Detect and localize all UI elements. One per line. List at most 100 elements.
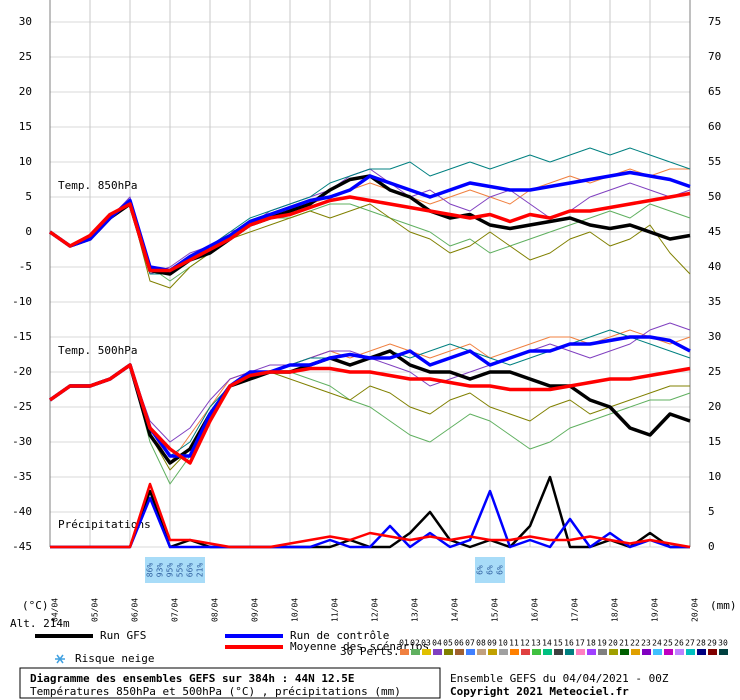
- perturbation-swatch: [686, 649, 695, 655]
- footer-title: Diagramme des ensembles GEFS sur 384h : …: [30, 672, 355, 685]
- perturbation-number: 26: [674, 639, 684, 648]
- x-tick-label: 10/04: [291, 598, 300, 622]
- y2-tick-label: 70: [708, 50, 721, 63]
- y2-axis-label: (mm): [710, 599, 737, 612]
- perturbation-number: 08: [476, 639, 486, 648]
- snow-risk-label: 6%: [496, 565, 505, 575]
- perturbation-swatch: [554, 649, 563, 655]
- snow-risk-box: [485, 557, 495, 583]
- perturbation-swatch: [532, 649, 541, 655]
- y-tick-label: -45: [12, 540, 32, 553]
- y-tick-label: -15: [12, 330, 32, 343]
- series-line: [48, 170, 691, 273]
- x-tick-label: 16/04: [531, 598, 540, 622]
- perturbation-number: 18: [586, 639, 596, 648]
- x-tick-label: 08/04: [211, 598, 220, 622]
- perturbation-number: 03: [421, 639, 431, 648]
- snow-risk-label: 66%: [186, 563, 195, 578]
- perturbation-swatch: [587, 649, 596, 655]
- perturbation-number: 19: [597, 639, 607, 648]
- perturbation-swatch: [543, 649, 552, 655]
- footer-run: Ensemble GEFS du 04/04/2021 - 00Z: [450, 672, 669, 685]
- perturbation-number: 23: [641, 639, 651, 648]
- perturbation-swatch: [719, 649, 728, 655]
- x-tick-label: 15/04: [491, 598, 500, 622]
- snow-legend-label: Risque neige: [75, 652, 154, 665]
- perturbation-number: 22: [630, 639, 640, 648]
- perturbation-number: 21: [619, 639, 629, 648]
- annotation: Temp. 500hPa: [58, 344, 137, 357]
- y2-tick-label: 15: [708, 435, 721, 448]
- perturbation-number: 06: [454, 639, 464, 648]
- y-tick-label: 10: [19, 155, 32, 168]
- perturbation-number: 02: [410, 639, 420, 648]
- series-line: [48, 363, 691, 465]
- x-tick-label: 17/04: [571, 598, 580, 622]
- perturbation-number: 17: [575, 639, 585, 648]
- y2-tick-label: 25: [708, 365, 721, 378]
- y2-tick-label: 60: [708, 120, 721, 133]
- series-line: [49, 203, 691, 289]
- perturbation-swatch: [565, 649, 574, 655]
- legend-label: Moyenne des scénarios: [290, 640, 429, 653]
- y2-tick-label: 40: [708, 260, 721, 273]
- perturbation-swatch: [609, 649, 618, 655]
- legend-label: Run GFS: [100, 629, 146, 642]
- y-tick-label: -30: [12, 435, 32, 448]
- y2-tick-label: 35: [708, 295, 721, 308]
- y-tick-label: 15: [19, 120, 32, 133]
- y2-tick-label: 65: [708, 85, 721, 98]
- y-tick-label: -25: [12, 400, 32, 413]
- y2-tick-label: 0: [708, 540, 715, 553]
- y2-tick-label: 55: [708, 155, 721, 168]
- snow-risk-box: [175, 557, 185, 583]
- perturbation-number: 24: [652, 639, 662, 648]
- perturbation-number: 04: [432, 639, 442, 648]
- y2-tick-label: 5: [708, 505, 715, 518]
- snow-risk-label: 21%: [196, 563, 205, 578]
- snow-risk-label: 86%: [146, 563, 155, 578]
- y-tick-label: -5: [19, 260, 32, 273]
- perturbation-swatch: [642, 649, 651, 655]
- perturbation-swatch: [675, 649, 684, 655]
- perturbation-swatch: [708, 649, 717, 655]
- snow-risk-label: 55%: [176, 563, 185, 578]
- perturbation-swatch: [444, 649, 453, 655]
- snow-risk-box: [475, 557, 485, 583]
- snow-icon: [55, 654, 65, 664]
- snow-risk-box: [165, 557, 175, 583]
- perturbation-number: 07: [465, 639, 475, 648]
- perturbation-number: 27: [685, 639, 695, 648]
- perturbation-number: 16: [564, 639, 574, 648]
- perturbation-swatch: [631, 649, 640, 655]
- snow-risk-box: [195, 557, 205, 583]
- perturbation-number: 15: [553, 639, 563, 648]
- x-tick-label: 12/04: [371, 598, 380, 622]
- y2-tick-label: 10: [708, 470, 721, 483]
- perturbation-number: 25: [663, 639, 673, 648]
- perturbation-number: 30: [718, 639, 728, 648]
- perturbation-number: 10: [498, 639, 508, 648]
- y-tick-label: 25: [19, 50, 32, 63]
- footer-box: [19, 667, 441, 699]
- x-tick-label: 13/04: [411, 598, 420, 622]
- x-tick-label: 11/04: [331, 598, 340, 622]
- series-line: [50, 482, 691, 549]
- y-axis-label: (°C): [22, 599, 49, 612]
- perturbation-number: 20: [608, 639, 618, 648]
- perturbation-number: 09: [487, 639, 497, 648]
- perturbation-swatch: [664, 649, 673, 655]
- y-tick-label: 5: [25, 190, 32, 203]
- perturbation-swatch: [576, 649, 585, 655]
- perturbation-number: 28: [696, 639, 706, 648]
- snow-risk-label: 6%: [486, 565, 495, 575]
- series-line: [49, 364, 691, 485]
- perturbation-swatch: [510, 649, 519, 655]
- y2-tick-label: 30: [708, 330, 721, 343]
- x-tick-label: 05/04: [91, 598, 100, 622]
- perturbation-swatch: [466, 649, 475, 655]
- snow-risk-box: [145, 557, 155, 583]
- y-tick-label: -40: [12, 505, 32, 518]
- y2-tick-label: 75: [708, 15, 721, 28]
- perturbation-swatch: [477, 649, 486, 655]
